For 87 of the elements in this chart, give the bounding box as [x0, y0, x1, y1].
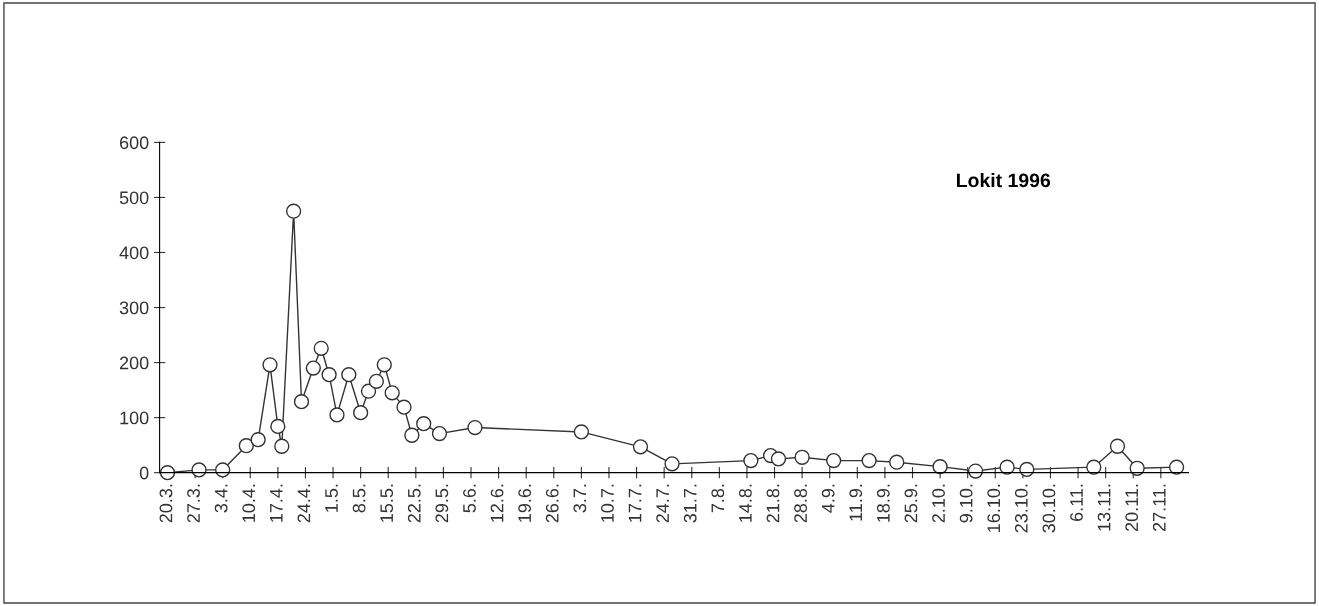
point — [770, 451, 787, 467]
point — [967, 463, 984, 479]
point — [250, 432, 266, 448]
point — [368, 373, 385, 389]
point — [794, 449, 810, 465]
point — [384, 385, 400, 401]
point — [376, 357, 392, 373]
x-tick-label: 27.3. — [187, 484, 200, 523]
x-tick-label: 31.7. — [683, 484, 697, 523]
point — [262, 357, 278, 373]
point — [664, 456, 680, 472]
point — [285, 203, 302, 219]
y-tick-label: 0 — [139, 466, 149, 480]
point — [360, 383, 377, 399]
x-tick-label: 9.10. — [959, 484, 973, 523]
x-tick-label: 18.9. — [876, 484, 890, 522]
x-tick-label: 3.4. — [214, 484, 228, 513]
point — [313, 340, 329, 356]
x-tick-label: 13.11. — [1097, 484, 1111, 531]
x-tick-label: 12.6. — [490, 484, 504, 522]
x-tick-label: 29.5. — [435, 484, 449, 523]
point — [1019, 461, 1035, 478]
y-tick-label: 200 — [119, 356, 149, 370]
x-tick-label: 21.8. — [766, 484, 780, 523]
point — [274, 438, 290, 454]
point — [404, 427, 420, 443]
x-tick-label: 20.3. — [159, 484, 173, 523]
point — [416, 416, 432, 432]
x-tick-label: 19.6. — [518, 484, 532, 522]
x-tick-label: 7.8. — [711, 484, 725, 513]
point — [932, 458, 948, 475]
point — [329, 407, 345, 423]
x-tick-label: 1.5. — [325, 484, 338, 512]
point — [999, 459, 1015, 475]
x-tick-label: 20.11. — [1125, 484, 1139, 532]
x-tick-label: 10.4. — [242, 484, 256, 522]
point — [396, 399, 412, 415]
x-tick-label: 22.5. — [407, 484, 421, 523]
x-tick-label: 17.7. — [628, 484, 642, 522]
x-tick-label: 25.9. — [904, 484, 918, 523]
point — [238, 438, 254, 454]
x-tick-label: 5.6. — [463, 484, 476, 513]
point — [293, 394, 310, 410]
point — [431, 425, 448, 442]
x-tick-label: 15.5. — [380, 484, 394, 522]
point — [159, 465, 176, 481]
x-tick-label: 2.10. — [932, 484, 945, 523]
x-tick-label: 14.8. — [738, 484, 752, 522]
point — [215, 462, 231, 478]
point — [743, 452, 759, 469]
y-tick-label: 400 — [119, 246, 149, 260]
point — [632, 439, 649, 455]
point — [341, 367, 357, 383]
point — [467, 419, 483, 436]
y-tick-label: 100 — [120, 411, 149, 425]
x-tick-label: 24.7. — [656, 484, 669, 523]
point — [270, 418, 286, 435]
x-tick-label: 24.4. — [297, 484, 311, 523]
point — [573, 424, 590, 440]
x-tick-label: 16.10. — [987, 484, 1001, 532]
x-tick-label: 8.5. — [352, 484, 366, 513]
point — [1168, 459, 1185, 475]
text: Lokit 1996 — [956, 172, 1051, 188]
x-tick-label: 3.7. — [573, 484, 587, 513]
x-tick-label: 28.8. — [794, 484, 807, 523]
point — [352, 405, 369, 421]
x-tick-label: 11.9. — [849, 484, 863, 521]
point — [1109, 438, 1126, 454]
y-tick-label: 600 — [119, 136, 149, 150]
x-tick-label: 4.9. — [821, 484, 835, 513]
point — [889, 454, 905, 470]
y-tick-label: 500 — [119, 191, 149, 205]
x-tick-label: 26.6. — [545, 484, 559, 523]
x-tick-label: 6.11. — [1070, 484, 1083, 521]
point — [861, 452, 877, 469]
x-tick-label: 17.4. — [270, 484, 283, 522]
y-tick-label: 300 — [119, 301, 149, 315]
x-tick-label: 30.10. — [1042, 484, 1056, 533]
x-tick-label: 27.11. — [1152, 484, 1166, 532]
point — [305, 360, 321, 376]
point — [1129, 460, 1145, 476]
x-tick-label: 23.10. — [1014, 484, 1028, 533]
x-tick-label: 10.7. — [601, 484, 614, 522]
point — [826, 452, 842, 469]
point — [1086, 459, 1102, 475]
point — [321, 367, 337, 383]
point — [191, 462, 207, 478]
